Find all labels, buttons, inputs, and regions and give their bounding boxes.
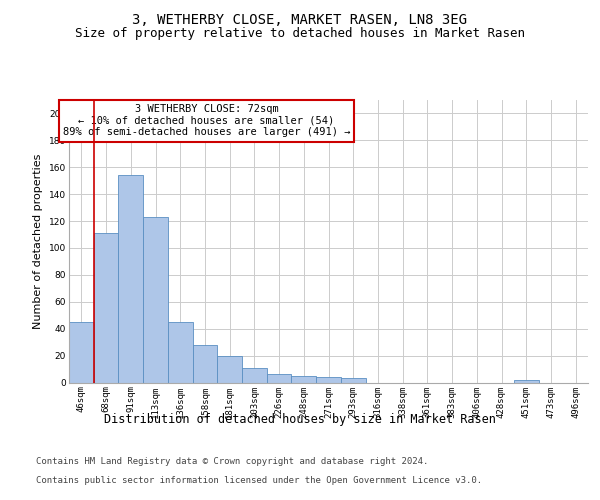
Bar	[69, 322, 94, 382]
Bar	[514, 380, 539, 382]
Bar	[193, 345, 217, 383]
Bar	[143, 217, 168, 382]
Bar	[217, 356, 242, 382]
Text: 3, WETHERBY CLOSE, MARKET RASEN, LN8 3EG: 3, WETHERBY CLOSE, MARKET RASEN, LN8 3EG	[133, 12, 467, 26]
Text: Size of property relative to detached houses in Market Rasen: Size of property relative to detached ho…	[75, 28, 525, 40]
Y-axis label: Number of detached properties: Number of detached properties	[34, 154, 43, 329]
Bar	[292, 376, 316, 382]
Text: 3 WETHERBY CLOSE: 72sqm
← 10% of detached houses are smaller (54)
89% of semi-de: 3 WETHERBY CLOSE: 72sqm ← 10% of detache…	[63, 104, 350, 138]
Bar	[341, 378, 365, 382]
Text: Contains public sector information licensed under the Open Government Licence v3: Contains public sector information licen…	[36, 476, 482, 485]
Bar	[168, 322, 193, 382]
Text: Distribution of detached houses by size in Market Rasen: Distribution of detached houses by size …	[104, 412, 496, 426]
Text: Contains HM Land Registry data © Crown copyright and database right 2024.: Contains HM Land Registry data © Crown c…	[36, 458, 428, 466]
Bar	[267, 374, 292, 382]
Bar	[118, 176, 143, 382]
Bar	[316, 377, 341, 382]
Bar	[94, 233, 118, 382]
Bar	[242, 368, 267, 382]
